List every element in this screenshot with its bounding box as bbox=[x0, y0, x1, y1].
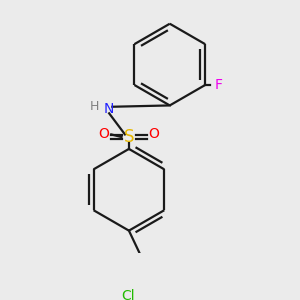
Text: O: O bbox=[148, 128, 159, 141]
Text: O: O bbox=[98, 128, 109, 141]
Text: H: H bbox=[90, 100, 99, 113]
Text: S: S bbox=[124, 128, 134, 146]
Text: Cl: Cl bbox=[121, 289, 134, 300]
Text: F: F bbox=[214, 78, 222, 92]
Text: N: N bbox=[104, 102, 114, 116]
